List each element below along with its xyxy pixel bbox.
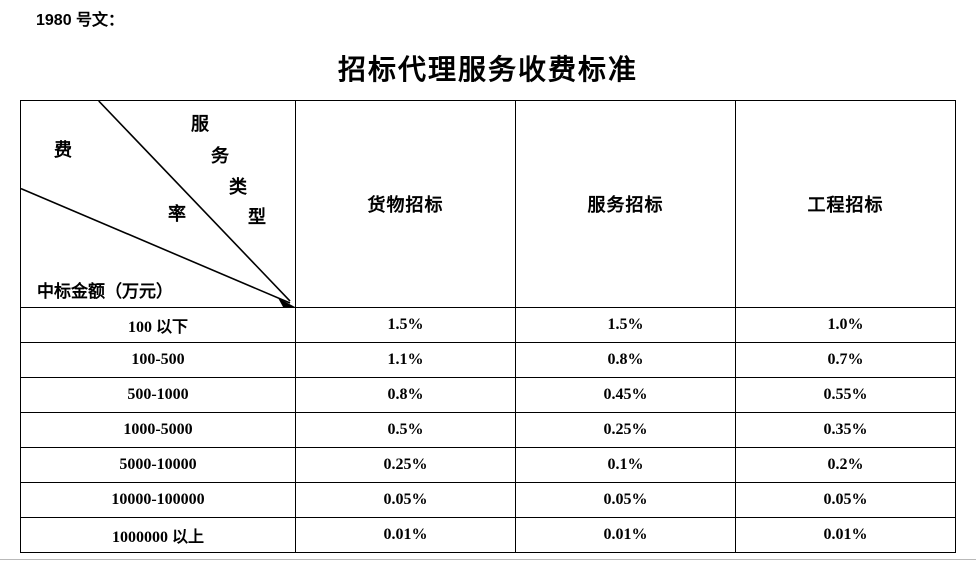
diagonal-divider-lines (21, 101, 295, 307)
rate-cell: 1.5% (515, 307, 736, 343)
rate-cell: 0.7% (735, 342, 956, 378)
amount-range-cell: 500-1000 (20, 377, 296, 413)
service-type-char: 类 (229, 177, 247, 197)
column-header-engineering: 工程招标 (735, 100, 956, 308)
service-type-char: 服 (191, 114, 209, 134)
fee-rate-char: 费 (54, 140, 72, 160)
column-header-service: 服务招标 (515, 100, 736, 308)
amount-range-cell: 100-500 (20, 342, 296, 378)
fee-table: 服 务 类 型 费 率 中标金额（万元） 货物招标 服务招标 工程招标 100 … (20, 100, 956, 553)
amount-range-cell: 5000-10000 (20, 447, 296, 483)
arrowhead-icon (278, 298, 295, 307)
page-edge-line (0, 559, 976, 560)
table-row: 5000-10000 0.25% 0.1% 0.2% (20, 447, 956, 483)
rate-cell: 0.25% (515, 412, 736, 448)
amount-range-cell: 1000-5000 (20, 412, 296, 448)
table-row: 100 以下 1.5% 1.5% 1.0% (20, 307, 956, 343)
column-header-goods: 货物招标 (295, 100, 516, 308)
rate-cell: 1.5% (295, 307, 516, 343)
rate-cell: 0.5% (295, 412, 516, 448)
rate-cell: 0.35% (735, 412, 956, 448)
amount-axis-label: 中标金额（万元） (37, 282, 173, 301)
rate-cell: 0.45% (515, 377, 736, 413)
rate-cell: 0.01% (295, 517, 516, 553)
service-type-char: 务 (211, 146, 229, 166)
rate-cell: 0.8% (295, 377, 516, 413)
corner-header-cell: 服 务 类 型 费 率 中标金额（万元） (20, 100, 296, 308)
rate-cell: 0.8% (515, 342, 736, 378)
rate-cell: 1.0% (735, 307, 956, 343)
table-row: 10000-100000 0.05% 0.05% 0.05% (20, 482, 956, 518)
rate-cell: 0.01% (515, 517, 736, 553)
rate-cell: 0.25% (295, 447, 516, 483)
table-row: 500-1000 0.8% 0.45% 0.55% (20, 377, 956, 413)
page-title: 招标代理服务收费标准 (337, 55, 638, 86)
table-row: 1000-5000 0.5% 0.25% 0.35% (20, 412, 956, 448)
rate-cell: 1.1% (295, 342, 516, 378)
rate-cell: 0.05% (295, 482, 516, 518)
rate-cell: 0.01% (735, 517, 956, 553)
rate-cell: 0.05% (515, 482, 736, 518)
amount-range-cell: 10000-100000 (20, 482, 296, 518)
table-row: 100-500 1.1% 0.8% 0.7% (20, 342, 956, 378)
table-row: 1000000 以上 0.01% 0.01% 0.01% (20, 517, 956, 553)
doc-number-label: 1980 号文： (36, 12, 125, 29)
service-type-char: 型 (248, 207, 266, 227)
rate-cell: 0.2% (735, 447, 956, 483)
rate-cell: 0.05% (735, 482, 956, 518)
rate-cell: 0.1% (515, 447, 736, 483)
amount-range-cell: 100 以下 (20, 307, 296, 343)
fee-rate-char: 率 (168, 204, 186, 224)
table-header-row: 服 务 类 型 费 率 中标金额（万元） 货物招标 服务招标 工程招标 (20, 100, 956, 308)
rate-cell: 0.55% (735, 377, 956, 413)
amount-range-cell: 1000000 以上 (20, 517, 296, 553)
